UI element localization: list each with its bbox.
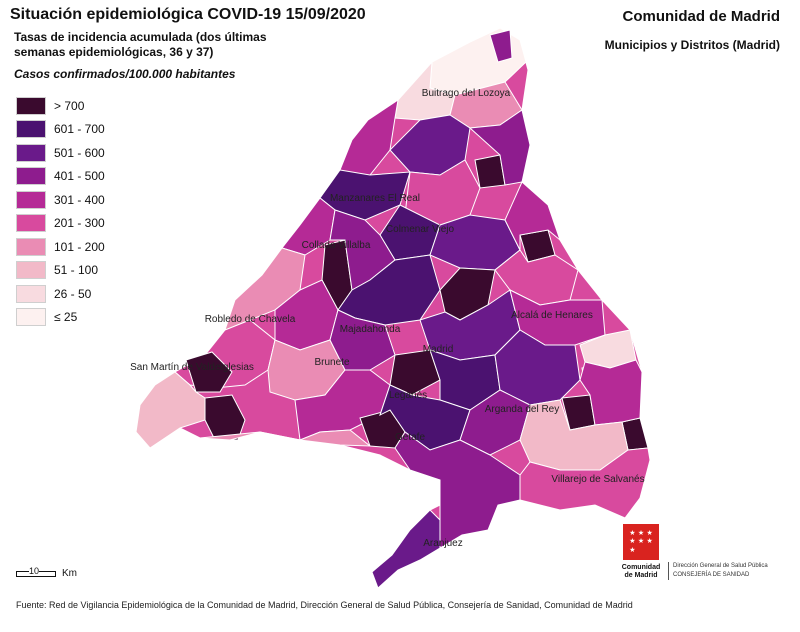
map-label: Madrid [423, 344, 454, 355]
logo-text: Comunidad de Madrid [621, 564, 661, 580]
legend-swatch [16, 214, 46, 233]
star-icon: ★ [646, 529, 653, 537]
legend-label: 201 - 300 [54, 216, 105, 231]
department-line-2: CONSEJERÍA DE SANIDAD [673, 572, 750, 578]
district-shape [135, 371, 206, 449]
map-label: Brunete [314, 357, 349, 368]
legend-swatch [16, 190, 46, 209]
logo-line-2: de Madrid [624, 572, 658, 579]
star-icon: ★ [629, 538, 636, 546]
district-shape [389, 349, 441, 396]
map-units: Casos confirmados/100.000 habitantes [14, 67, 236, 81]
legend-swatch [16, 284, 46, 303]
legend-item: 601 - 700 [16, 118, 105, 142]
department-line-1: Dirección General de Salud Pública [673, 563, 768, 569]
map-title: Situación epidemiológica COVID-19 15/09/… [10, 6, 366, 23]
district-shape [199, 429, 372, 447]
legend-item: 26 - 50 [16, 282, 105, 306]
department-credit: Dirección General de Salud Pública CONSE… [668, 562, 768, 580]
logo-line-1: Comunidad [621, 564, 661, 571]
legend-label: 301 - 400 [54, 192, 105, 207]
star-icon: ★ [637, 538, 645, 546]
scale-unit: Km [62, 568, 77, 579]
map-label: Collado Villalba [302, 240, 371, 251]
scale-value: 10 [29, 565, 40, 576]
scale-bar: 10 Km [16, 565, 77, 579]
district-shape [504, 181, 562, 251]
legend-label: 101 - 200 [54, 239, 105, 254]
star-icon: ★ [629, 529, 636, 537]
legend-item: 101 - 200 [16, 235, 105, 259]
legend-label: > 700 [54, 98, 85, 113]
legend-item: 501 - 600 [16, 141, 105, 165]
map-label: Manzanares El Real [330, 193, 420, 204]
map-label: Leganés [389, 390, 427, 401]
legend-item: 201 - 300 [16, 212, 105, 236]
admin-level: Municipios y Distritos (Madrid) [604, 38, 780, 52]
comunidad-madrid-logo: ★ ★ ★ ★ ★ ★ ★ Comunidad de Madrid [621, 524, 661, 580]
district-shape [468, 109, 531, 186]
map-subtitle: Tasas de incidencia acumulada (dos últim… [14, 30, 267, 59]
map-label: Robledo de Chavela [205, 314, 296, 325]
source-note: Fuente: Red de Vigilancia Epidemiológica… [16, 600, 633, 610]
legend-item: > 700 [16, 94, 105, 118]
map-label: Getafe [395, 432, 425, 443]
district-shape [371, 509, 441, 589]
legend-label: 26 - 50 [54, 286, 92, 301]
flag-icon: ★ ★ ★ ★ ★ ★ ★ [623, 524, 659, 560]
legend-label: ≤ 25 [54, 310, 78, 325]
legend-item: 301 - 400 [16, 188, 105, 212]
legend-swatch [16, 167, 46, 186]
legend: > 700 601 - 700 501 - 600 401 - 500 301 … [16, 94, 105, 329]
district-shape [579, 359, 643, 426]
map-label: Arganda del Rey [485, 404, 560, 415]
star-icon: ★ [646, 538, 653, 546]
map-label: Aranjuez [423, 538, 462, 549]
legend-item: 401 - 500 [16, 165, 105, 189]
legend-label: 51 - 100 [54, 263, 99, 278]
legend-item: ≤ 25 [16, 306, 105, 330]
legend-swatch [16, 96, 46, 115]
legend-swatch [16, 261, 46, 280]
district-shape [489, 29, 513, 63]
map-label: Majadahonda [340, 324, 401, 335]
star-icon: ★ [637, 529, 645, 537]
district-shape [394, 431, 521, 549]
legend-item: 51 - 100 [16, 259, 105, 283]
district-shape [185, 351, 233, 393]
legend-swatch [16, 143, 46, 162]
map-label: San Martín de Valdeiglesias [130, 362, 254, 373]
map-label: Villarejo de Salvanés [551, 474, 644, 485]
legend-label: 601 - 700 [54, 122, 105, 137]
legend-label: 401 - 500 [54, 169, 105, 184]
star-icon: ★ [629, 547, 636, 555]
legend-swatch [16, 120, 46, 139]
legend-swatch [16, 237, 46, 256]
legend-label: 501 - 600 [54, 145, 105, 160]
map-label: Alcalá de Henares [511, 310, 593, 321]
region-name: Comunidad de Madrid [622, 8, 781, 25]
legend-swatch [16, 308, 46, 327]
map-label: Buitrago del Lozoya [422, 88, 511, 99]
map-label: Colmenar Viejo [386, 224, 455, 235]
scale-bar-graphic: 10 [16, 565, 56, 577]
